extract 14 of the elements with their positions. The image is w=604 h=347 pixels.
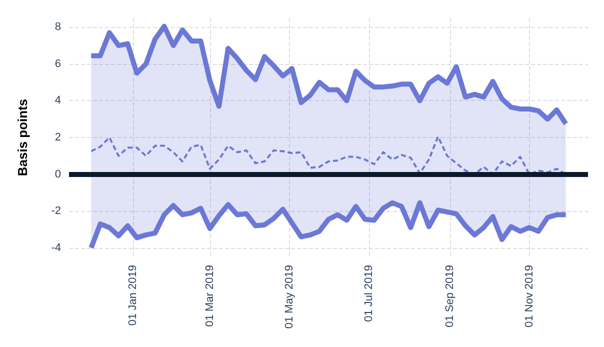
x-tick-label: 01 Jul 2019 [362,265,375,322]
y-tick-label: 2 [54,132,61,144]
y-axis-title: Basis points [15,98,30,176]
y-tick-label: -2 [51,205,61,218]
y-tick-label: -4 [51,242,61,254]
x-tick-label: 01 May 2019 [283,265,296,329]
x-tick-label: 01 Sep 2019 [444,265,456,328]
x-tick-label: 01 Mar 2019 [204,265,216,327]
y-tick-label: 8 [54,21,61,34]
y-tick-label: 6 [54,58,61,70]
x-tick-label: 01 Jan 2019 [126,265,139,326]
x-tick-label: 01 Nov 2019 [523,265,536,328]
y-tick-label: 4 [54,94,61,107]
y-tick-label: 0 [54,168,61,180]
